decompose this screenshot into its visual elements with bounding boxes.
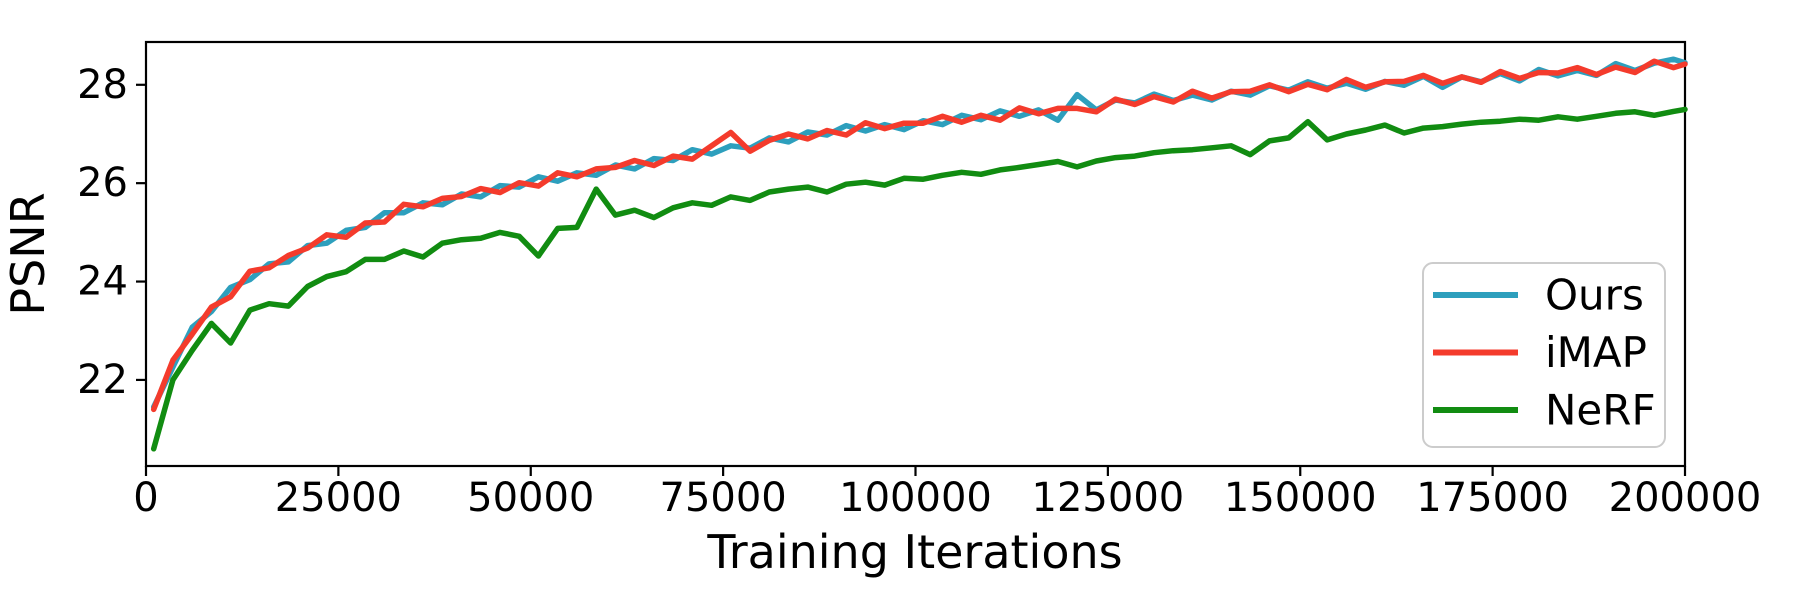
y-tick-label: 28 <box>77 62 128 108</box>
y-tick-label: 26 <box>77 160 128 206</box>
x-tick-label: 50000 <box>467 475 594 521</box>
x-axis: 0 25000 50000 75000 100000 125000 150000 175000… <box>133 466 1761 521</box>
y-axis: 22 24 26 28 <box>77 62 146 403</box>
x-tick-label: 25000 <box>275 475 402 521</box>
legend-label-ours: Ours <box>1545 271 1644 320</box>
legend: Ours iMAP NeRF <box>1422 262 1666 448</box>
y-axis-label: PSNR <box>1 192 55 315</box>
x-tick-label: 0 <box>133 475 158 521</box>
legend-label-imap: iMAP <box>1545 328 1647 377</box>
legend-box <box>1422 262 1666 448</box>
x-tick-label: 100000 <box>839 475 992 521</box>
x-axis-label: Training Iterations <box>706 525 1122 579</box>
series-lines <box>150 56 1688 452</box>
series-line-imap <box>150 58 1688 413</box>
x-tick-label: 150000 <box>1224 475 1377 521</box>
x-tick-label: 125000 <box>1032 475 1185 521</box>
y-tick-label: 22 <box>77 357 128 403</box>
y-tick-label: 24 <box>77 259 128 305</box>
x-tick-label: 175000 <box>1416 475 1569 521</box>
series-line-nerf <box>150 106 1688 452</box>
x-tick-label: 200000 <box>1609 475 1762 521</box>
x-tick-label: 75000 <box>660 475 787 521</box>
legend-label-nerf: NeRF <box>1545 386 1656 435</box>
